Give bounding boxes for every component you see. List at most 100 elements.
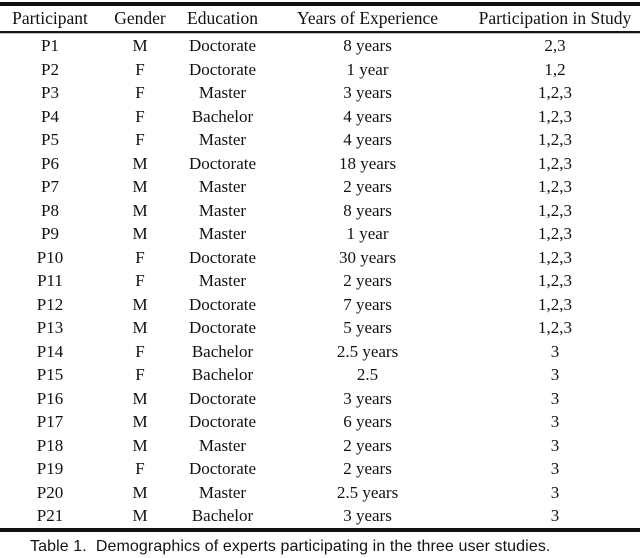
table-cell: Master (198, 177, 247, 196)
table-cell: P12 (36, 294, 64, 314)
table-cell: 1,2,3 (538, 247, 572, 267)
table-cell: P7 (41, 177, 59, 196)
table-cell: Doctorate (188, 247, 257, 267)
table-cell: M (132, 506, 148, 525)
table-cell: Master (198, 200, 247, 220)
table-row: P9 M Master 1 year 1,2,3 (0, 222, 640, 246)
table-cell: P14 (36, 341, 64, 361)
table-cell: F (135, 130, 145, 149)
table-row: P15 F Bachelor 2.5 3 (0, 363, 640, 387)
table-cell: F (135, 247, 145, 267)
column-header-participant: Participant (0, 6, 100, 33)
table-cell: 1,2,3 (538, 153, 572, 173)
table-cell: P9 (41, 224, 59, 243)
table-cell: 1,2,3 (538, 130, 572, 149)
table-cell: P6 (41, 153, 59, 173)
table-row: P17 M Doctorate 6 years 3 (0, 410, 640, 434)
table-row: P5 F Master 4 years 1,2,3 (0, 128, 640, 152)
table-caption: Table 1. Demographics of experts particip… (30, 538, 640, 556)
demographics-table: Participant Gender Education Years of Ex… (0, 6, 640, 528)
table-cell: 3 (550, 506, 560, 525)
table-cell: P21 (36, 506, 64, 525)
table-cell: 3 (550, 459, 560, 478)
table-row: P1 M Doctorate 8 years 2,3 (0, 33, 640, 58)
table-cell: P5 (41, 130, 59, 149)
table-cell: Doctorate (188, 459, 257, 478)
table-bottom-rule (0, 527, 640, 532)
column-header-participation-in-study: Participation in Study (470, 6, 640, 33)
table-cell: Bachelor (191, 506, 254, 525)
table-cell: P8 (41, 200, 59, 220)
table-cell: P19 (36, 459, 64, 478)
table-cell: P10 (36, 247, 64, 267)
table-cell: Doctorate (188, 294, 257, 314)
table-row: P4 F Bachelor 4 years 1,2,3 (0, 105, 640, 129)
table-top-rule (0, 2, 640, 6)
table-cell: 1,2,3 (538, 106, 572, 126)
table-cell: 1 year (346, 224, 389, 243)
table-cell: M (132, 388, 148, 408)
table-cell: 2 years (343, 271, 392, 290)
table-row: P7 M Master 2 years 1,2,3 (0, 175, 640, 199)
table-cell: M (132, 294, 148, 314)
table-row: P18 M Master 2 years 3 (0, 434, 640, 458)
table-cell: 2 years (343, 177, 392, 196)
table-row: P14 F Bachelor 2.5 years 3 (0, 340, 640, 364)
table-row: P20 M Master 2.5 years 3 (0, 481, 640, 505)
table-cell: Doctorate (180, 33, 265, 58)
table-cell: P13 (36, 318, 64, 337)
table-cell: M (132, 435, 148, 455)
table-header-row: Participant Gender Education Years of Ex… (0, 6, 640, 33)
table-cell: 2.5 years (336, 482, 399, 502)
table-cell: 4 years (343, 106, 392, 126)
table-cell: 1,2,3 (538, 177, 572, 196)
table-cell: 3 (550, 482, 560, 502)
table-cell: F (135, 341, 145, 361)
table-cell: M (132, 224, 148, 243)
table-cell: 1,2,3 (538, 271, 572, 290)
table-row: P21 M Bachelor 3 years 3 (0, 504, 640, 528)
table-cell: 8 years (343, 200, 392, 220)
table-cell: P15 (36, 365, 64, 384)
table-cell: 3 (550, 365, 560, 384)
table-cell: Doctorate (188, 153, 257, 173)
table-cell: 1,2,3 (538, 83, 572, 102)
table-cell: F (135, 106, 145, 126)
table-cell: P3 (41, 83, 59, 102)
table-row: P3 F Master 3 years 1,2,3 (0, 81, 640, 105)
table-cell: 7 years (343, 294, 392, 314)
table-cell: M (132, 177, 148, 196)
table-cell: F (135, 365, 145, 384)
table-caption-label: Table 1. (30, 537, 87, 555)
table-row: P8 M Master 8 years 1,2,3 (0, 199, 640, 223)
table-cell: 2.5 (356, 365, 379, 384)
table-cell: 3 years (343, 388, 392, 408)
table-body: P1 M Doctorate 8 years 2,3 P2 F Doctorate 1 year… (0, 33, 640, 528)
table-cell: P1 (0, 33, 100, 58)
table-cell: 5 years (343, 318, 392, 337)
table-row: P6 M Doctorate 18 years 1,2,3 (0, 152, 640, 176)
table-cell: P4 (41, 106, 59, 126)
table-cell: 2.5 years (336, 341, 399, 361)
table-cell: M (132, 200, 148, 220)
table-cell: M (100, 33, 180, 58)
column-header-years-of-experience: Years of Experience (265, 6, 470, 33)
table-cell: F (135, 59, 145, 79)
table-row: P19 F Doctorate 2 years 3 (0, 457, 640, 481)
table-cell: Master (198, 435, 247, 455)
table-cell: Master (198, 271, 247, 290)
table-caption-text: Demographics of experts participating in… (95, 537, 551, 555)
table-row: P11 F Master 2 years 1,2,3 (0, 269, 640, 293)
table-cell: M (132, 153, 148, 173)
table-cell: Master (198, 482, 247, 502)
table-cell: 3 (550, 388, 560, 408)
table-cell: 30 years (338, 247, 397, 267)
table-row: P10 F Doctorate 30 years 1,2,3 (0, 246, 640, 270)
table-cell: Doctorate (188, 318, 257, 337)
table-cell: 3 (550, 412, 560, 431)
table-cell: M (132, 318, 148, 337)
table-cell: Bachelor (191, 365, 254, 384)
table-header: Participant Gender Education Years of Ex… (0, 6, 640, 33)
table-cell: 3 years (343, 83, 392, 102)
